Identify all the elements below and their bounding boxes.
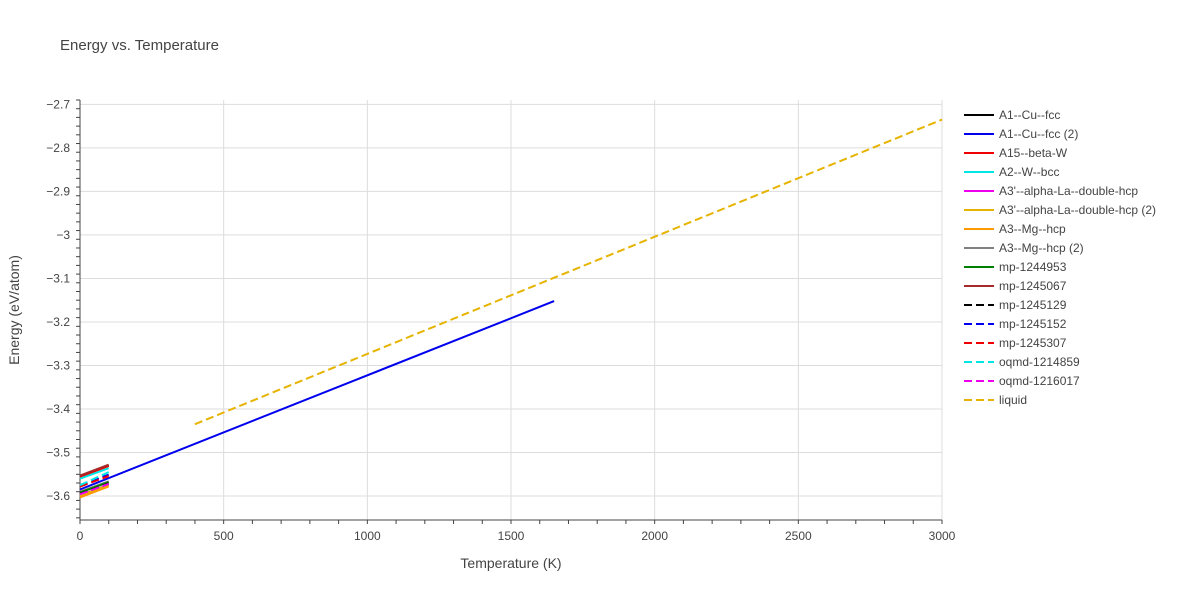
series-line-mp-1245067 xyxy=(79,463,110,477)
y-axis-title: Energy (eV/atom) xyxy=(6,255,22,365)
y-tick-label: −3.5 xyxy=(46,446,70,460)
legend-label: A3'--alpha-La--double-hcp (2) xyxy=(999,203,1156,217)
series-line-mp-1244953 xyxy=(79,481,110,494)
legend-item[interactable]: A3'--alpha-La--double-hcp (2) xyxy=(964,203,1156,217)
legend-item[interactable]: A1--Cu--fcc xyxy=(964,108,1060,122)
legend-label: mp-1245129 xyxy=(999,298,1067,312)
x-tick-label: 3000 xyxy=(929,529,956,543)
y-tick-label: −3 xyxy=(56,228,70,242)
legend-item[interactable]: oqmd-1216017 xyxy=(964,374,1080,388)
series-line-oqmd-1216017 xyxy=(79,482,110,496)
legend-item[interactable]: A2--W--bcc xyxy=(964,165,1059,179)
legend-label: A3'--alpha-La--double-hcp xyxy=(999,184,1138,198)
legend-item[interactable]: oqmd-1214859 xyxy=(964,355,1080,369)
legend-label: A1--Cu--fcc (2) xyxy=(999,127,1078,141)
legend-item[interactable]: A1--Cu--fcc (2) xyxy=(964,127,1078,141)
legend-label: mp-1244953 xyxy=(999,260,1067,274)
plot-area xyxy=(79,118,943,499)
legend-item[interactable]: A3'--alpha-La--double-hcp xyxy=(964,184,1138,198)
legend-item[interactable]: A3--Mg--hcp xyxy=(964,222,1066,236)
y-tick-label: −3.6 xyxy=(46,489,70,503)
legend-label: mp-1245152 xyxy=(999,317,1067,331)
y-tick-label: −3.1 xyxy=(46,271,70,285)
legend-label: A2--W--bcc xyxy=(999,165,1059,179)
legend-label: liquid xyxy=(999,393,1027,407)
x-tick-label: 1000 xyxy=(354,529,381,543)
legend-item[interactable]: liquid xyxy=(964,393,1027,407)
series-line-A3'--alpha-La--double-hcp (2) xyxy=(79,484,110,497)
series-line-A15--beta-W xyxy=(79,465,110,478)
series-line-A3--Mg--hcp xyxy=(79,485,110,499)
legend-item[interactable]: A3--Mg--hcp (2) xyxy=(964,241,1084,255)
axes: 0 500 1000 1500 2000 2500 3000 −3.6 −3.5 −3.4 −3.3… xyxy=(46,97,955,543)
grid xyxy=(80,100,943,520)
y-tick-label: −3.4 xyxy=(46,402,70,416)
legend-label: mp-1245307 xyxy=(999,336,1067,350)
legend-item[interactable]: mp-1245152 xyxy=(964,317,1067,331)
legend-label: A1--Cu--fcc xyxy=(999,108,1060,122)
legend-label: mp-1245067 xyxy=(999,279,1067,293)
legend-label: A3--Mg--hcp xyxy=(999,222,1066,236)
x-tick-label: 0 xyxy=(77,529,84,543)
series-line-liquid xyxy=(194,118,943,426)
legend-label: oqmd-1216017 xyxy=(999,374,1080,388)
legend-item[interactable]: mp-1245067 xyxy=(964,279,1067,293)
x-tick-label: 1500 xyxy=(498,529,525,543)
x-tick-label: 500 xyxy=(214,529,234,543)
legend-label: A3--Mg--hcp (2) xyxy=(999,241,1084,255)
legend-item[interactable]: mp-1244953 xyxy=(964,260,1067,274)
legend[interactable]: A1--Cu--fcc A1--Cu--fcc (2) A15--beta-W A2-… xyxy=(964,108,1156,407)
legend-item[interactable]: A15--beta-W xyxy=(964,146,1068,160)
legend-label: A15--beta-W xyxy=(999,146,1068,160)
y-tick-label: −3.3 xyxy=(46,358,70,372)
y-tick-label: −2.8 xyxy=(46,141,70,155)
x-tick-label: 2000 xyxy=(641,529,668,543)
legend-label: oqmd-1214859 xyxy=(999,355,1080,369)
series-line-A2--W--bcc xyxy=(79,467,110,480)
x-tick-label: 2500 xyxy=(785,529,812,543)
series-line-mp-1245307 xyxy=(79,475,110,488)
series-line-oqmd-1214859 xyxy=(79,471,110,487)
x-axis-title: Temperature (K) xyxy=(460,555,561,571)
legend-item[interactable]: mp-1245307 xyxy=(964,336,1067,350)
y-tick-label: −3.2 xyxy=(46,315,70,329)
legend-item[interactable]: mp-1245129 xyxy=(964,298,1067,312)
y-tick-label: −2.9 xyxy=(46,184,70,198)
series-line-A1--Cu--fcc (2) xyxy=(79,300,555,491)
chart-title: Energy vs. Temperature xyxy=(60,37,219,54)
y-tick-label: −2.7 xyxy=(46,97,70,111)
